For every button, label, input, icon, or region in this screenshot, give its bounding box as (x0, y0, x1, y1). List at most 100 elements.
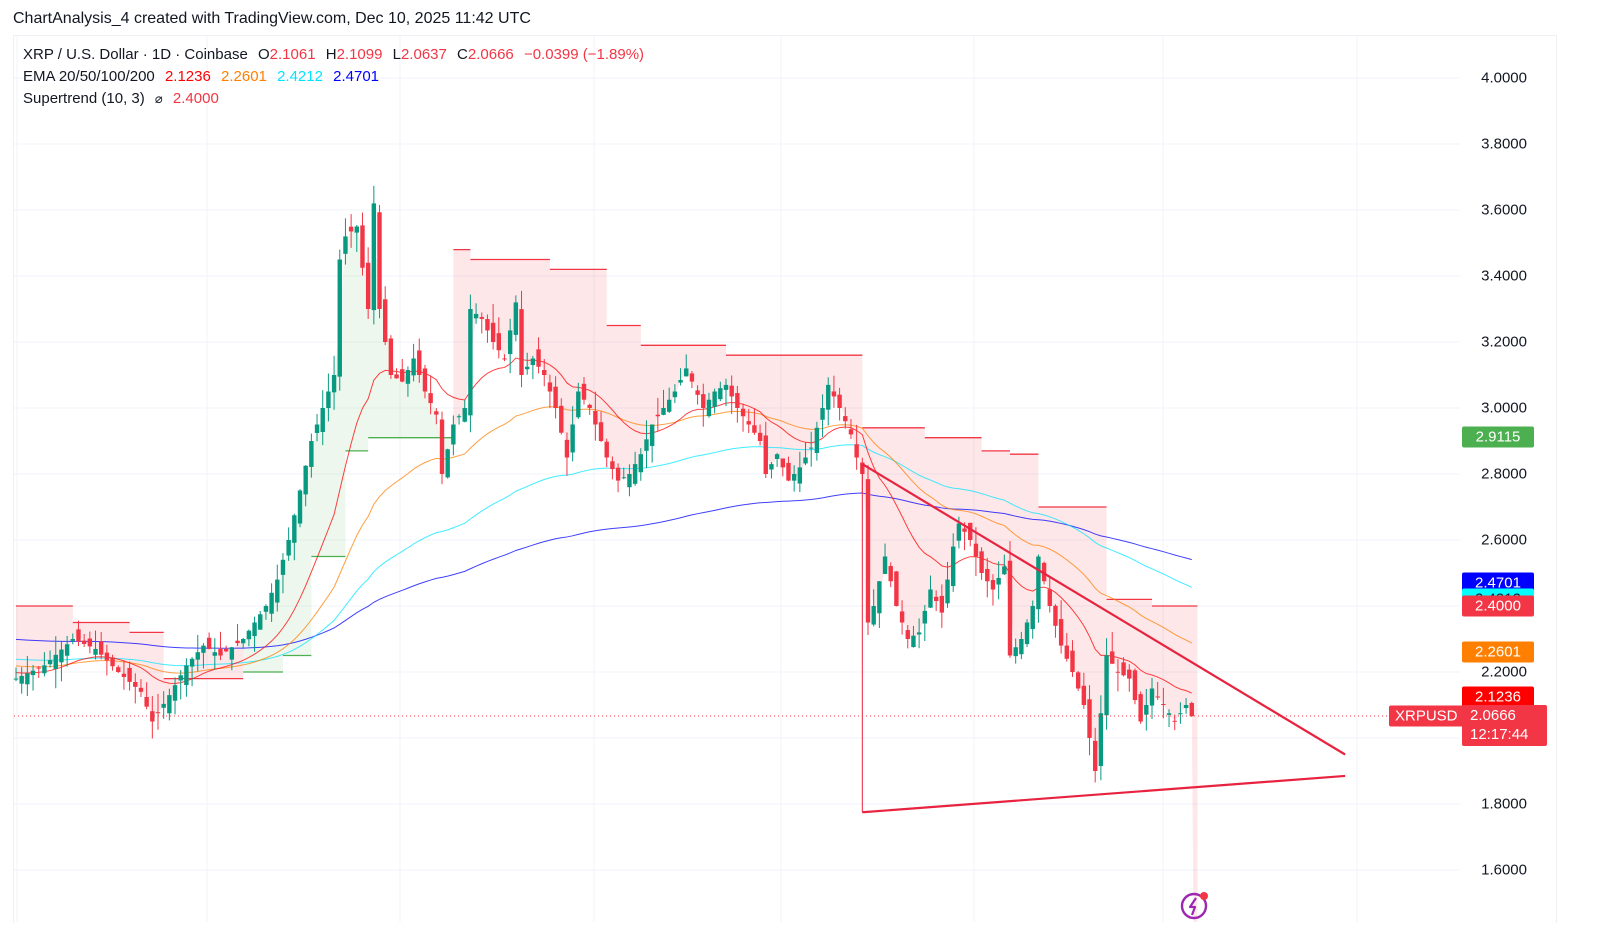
candle-body (1075, 672, 1081, 689)
tradingview-logo-icon[interactable] (1178, 886, 1214, 927)
candle-body (144, 697, 149, 707)
candle-body (979, 551, 984, 573)
candle-body (303, 465, 308, 495)
supertrend-fill (1010, 454, 1039, 652)
ema-label[interactable]: EMA 20/50/100/200 (23, 68, 155, 85)
candle-body (905, 630, 910, 639)
candle-body (576, 391, 581, 418)
candle-body (468, 309, 473, 416)
axis-tick-label: 3.2000 (1481, 333, 1527, 351)
candle-body (684, 368, 689, 377)
candle-body (706, 399, 712, 417)
candle-body (1019, 639, 1024, 655)
candle-body (309, 441, 314, 467)
axis-tick-label: 4.0000 (1481, 69, 1527, 87)
legend-symbol[interactable]: XRP / U.S. Dollar · 1D · Coinbase (23, 46, 248, 63)
indicator-price-tag: 2.4701 (1462, 572, 1534, 594)
candle-body (451, 424, 456, 445)
candle-body (1047, 589, 1052, 606)
candle-body (990, 580, 996, 590)
candle-body (627, 474, 632, 488)
candle-body (757, 432, 763, 441)
open-value: 2.1061 (269, 46, 316, 63)
ema20-value: 2.1236 (164, 68, 211, 85)
chart-frame[interactable] (13, 35, 1557, 923)
axis-tick-label: 2.8000 (1481, 465, 1527, 483)
candle-body (615, 467, 621, 481)
candle-body (116, 667, 121, 672)
last-price-tag: 2.0666 12:17:44 (1462, 705, 1547, 747)
candle-body (394, 374, 399, 379)
candle-body (1189, 702, 1194, 717)
candle-body (570, 424, 575, 453)
candle-body (1172, 720, 1177, 722)
candle-body (212, 652, 217, 656)
candle-body (439, 419, 445, 474)
candle-body (218, 649, 223, 656)
candle-body (388, 338, 394, 375)
candle-body (485, 319, 490, 331)
candle-body (1138, 694, 1143, 722)
candle-body (1093, 740, 1098, 771)
candle-body (973, 543, 979, 557)
candle-body (246, 630, 252, 640)
candle-body (405, 370, 411, 384)
candle-body (735, 393, 740, 408)
candle-body (343, 236, 348, 254)
candle-body (121, 673, 127, 677)
candle-body (47, 660, 53, 665)
candle-body (1127, 669, 1132, 679)
candle-body (1121, 662, 1126, 676)
candle-body (229, 647, 235, 660)
candle-body (1155, 696, 1160, 698)
legend-symbol-row: XRP / U.S. Dollar · 1D · Coinbase O2.106… (23, 44, 650, 66)
candle-body (70, 639, 75, 641)
candle-body (667, 399, 672, 412)
candle-body (133, 681, 138, 687)
candle-body (814, 427, 820, 453)
candle-body (547, 382, 553, 392)
candle-body (581, 383, 587, 400)
candle-body (1024, 622, 1030, 645)
candle-body (263, 606, 269, 612)
supertrend-fill (16, 606, 73, 680)
candle-body (882, 556, 888, 574)
ema20-line (15, 357, 1192, 694)
indicator-price-tag: 2.1236 (1462, 686, 1534, 708)
supertrend-fill (368, 256, 454, 464)
candle-body (604, 441, 609, 458)
candle-body (99, 641, 104, 655)
candle-body (1064, 645, 1069, 659)
candle-body (809, 447, 814, 449)
candle-body (797, 467, 803, 484)
low-value: 2.0637 (400, 46, 447, 63)
candle-body (922, 610, 927, 624)
candle-body (172, 685, 178, 701)
candle-body (434, 411, 439, 415)
candle-body (559, 405, 564, 433)
axis-tick-label: 1.6000 (1481, 861, 1527, 879)
candle-body (64, 644, 70, 656)
supertrend-label[interactable]: Supertrend (10, 3) (23, 90, 145, 107)
candle-body (632, 464, 638, 484)
candle-body (320, 408, 325, 433)
supertrend-fill (1152, 606, 1198, 922)
open-label: O (257, 46, 270, 63)
candle-body (314, 424, 320, 433)
indicator-price-tag: 2.4000 (1462, 595, 1534, 617)
candle-body (672, 391, 678, 398)
candle-body (1104, 655, 1109, 716)
candle-body (93, 648, 98, 655)
candle-body (490, 322, 496, 342)
candle-body (1053, 605, 1058, 626)
chart-caption: ChartAnalysis_4 created with TradingView… (13, 10, 531, 27)
candle-body (786, 462, 791, 481)
candle-body (360, 225, 365, 268)
candle-body (42, 665, 47, 674)
candle-body (888, 566, 893, 582)
supertrend-fill (981, 450, 1010, 609)
candle-body (150, 711, 155, 722)
candle-body (507, 330, 513, 355)
candle-body (167, 695, 172, 714)
